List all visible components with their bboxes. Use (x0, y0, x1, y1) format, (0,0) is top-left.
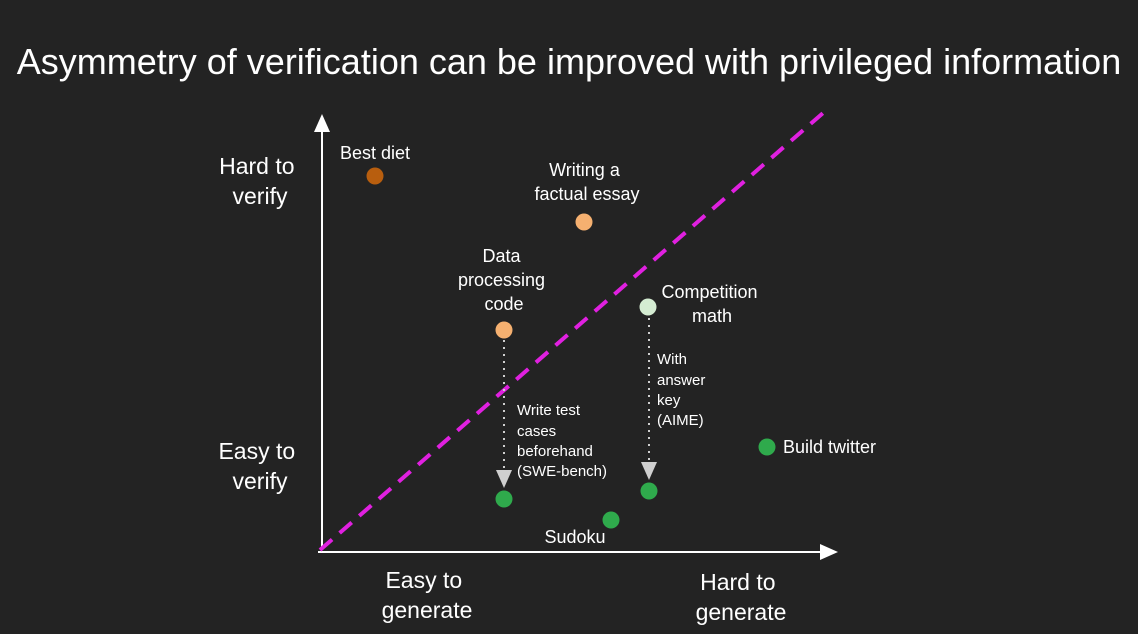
y-axis-top-label-line: verify (233, 183, 288, 209)
x-axis-right-label: Hard to generate (696, 569, 787, 625)
answer-key-annotation-line: key (657, 392, 681, 409)
test-cases-annotation-line: (SWE-bench) (517, 463, 607, 480)
answer-key-annotation-line: With (657, 351, 687, 368)
sudoku-label-line: Sudoku (544, 527, 605, 547)
x-axis-right-label-line: Hard to (700, 569, 775, 595)
factual-essay-label: Writing a factual essay (534, 160, 639, 204)
best-diet-point (366, 167, 384, 185)
build-twitter-point (758, 438, 776, 456)
answer-key-annotation-line: (AIME) (657, 412, 704, 429)
factual-essay-label-line: factual essay (534, 184, 639, 204)
build-twitter-label-line: Build twitter (783, 437, 876, 457)
build-twitter-label: Build twitter (783, 437, 876, 457)
test-cases-annotation-line: cases (517, 423, 556, 440)
sudoku-label: Sudoku (544, 527, 605, 547)
competition-math-label-line: math (692, 306, 732, 326)
data-processing-verified-point (495, 490, 513, 508)
y-axis-bottom-label-line: Easy to (218, 438, 295, 464)
diagonal-boundary-line (318, 111, 825, 552)
factual-essay-point (575, 213, 593, 231)
y-axis-bottom-label: Easy to verify (218, 438, 301, 494)
factual-essay-label-line: Writing a (549, 160, 621, 180)
answer-key-annotation: With answer key (AIME) (657, 351, 710, 429)
x-axis-right-label-line: generate (696, 599, 787, 625)
competition-math-label: Competition math (661, 282, 762, 326)
data-processing-label: Data processing code (458, 246, 550, 314)
test-cases-annotation: Write test cases beforehand (SWE-bench) (517, 402, 607, 480)
answer-key-annotation-line: answer (657, 372, 705, 389)
test-cases-annotation-line: Write test (517, 402, 581, 419)
x-axis-left-label-line: generate (382, 597, 473, 623)
best-diet-label-line: Best diet (340, 143, 410, 163)
y-axis-bottom-label-line: verify (233, 468, 288, 494)
x-axis-left-label-line: Easy to (385, 567, 462, 593)
y-axis-top-label: Hard to verify (219, 153, 301, 209)
data-processing-label-line: processing (458, 270, 545, 290)
sudoku-point (602, 511, 620, 529)
y-axis-top-label-line: Hard to (219, 153, 294, 179)
best-diet-label: Best diet (340, 143, 410, 163)
test-cases-annotation-line: beforehand (517, 443, 593, 460)
data-processing-label-line: code (484, 294, 523, 314)
x-axis-left-label: Easy to generate (382, 567, 473, 623)
slide-title: Asymmetry of verification can be improve… (16, 41, 1122, 82)
competition-math-label-line: Competition (661, 282, 757, 302)
competition-math-point (639, 298, 657, 316)
data-processing-point (495, 321, 513, 339)
data-processing-label-line: Data (482, 246, 521, 266)
competition-math-verified-point (640, 482, 658, 500)
